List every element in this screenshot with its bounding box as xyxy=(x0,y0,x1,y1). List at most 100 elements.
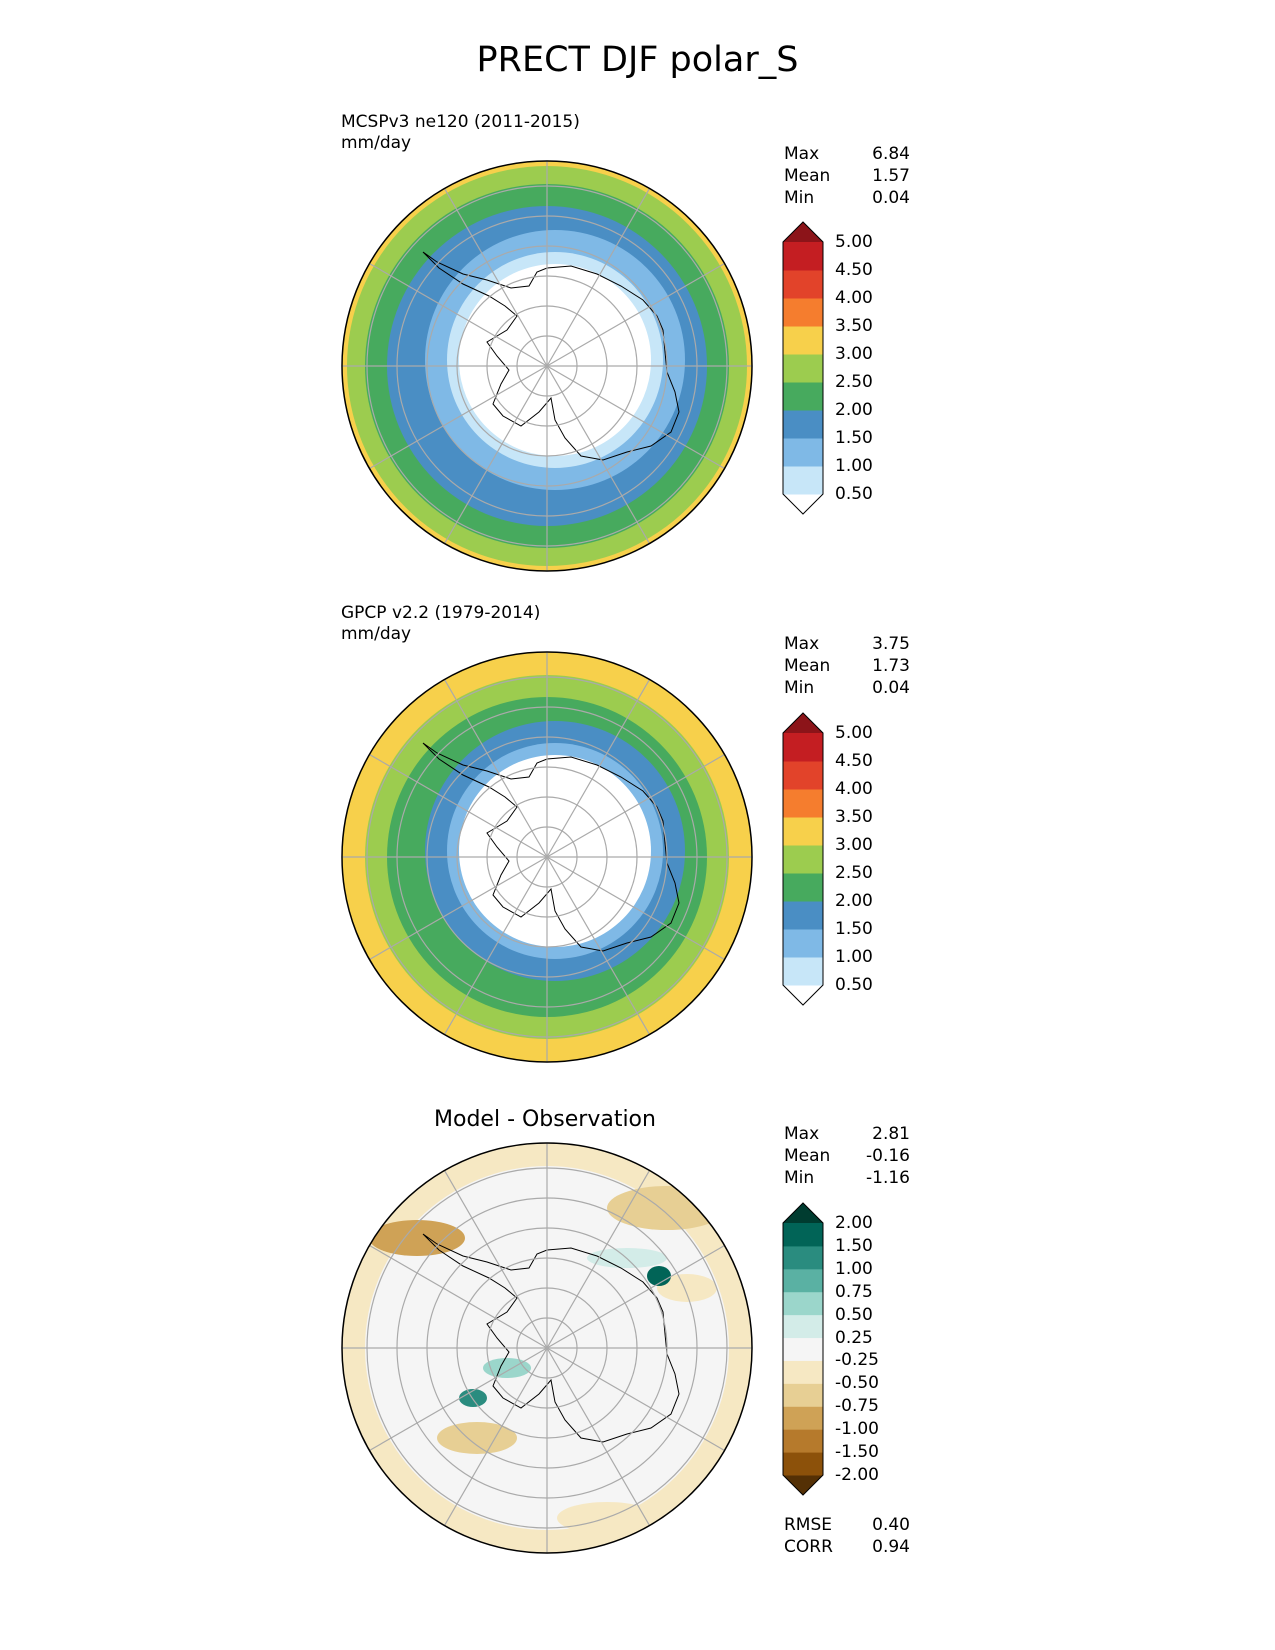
colorbar-extend-low xyxy=(783,985,823,1005)
colorbar-segment xyxy=(783,1429,823,1453)
meridian-line xyxy=(546,679,651,858)
meridian-line xyxy=(443,679,548,858)
panel-3-colorbar xyxy=(782,1202,824,1496)
colorbar-tick-label: 3.50 xyxy=(835,316,873,336)
colorbar-tick-label: 2.00 xyxy=(835,1213,873,1233)
panel-1-units: mm/day xyxy=(341,133,412,153)
coastline xyxy=(422,251,680,461)
stat-min: Min 0.04 xyxy=(784,678,910,698)
meridian-line xyxy=(369,1347,548,1452)
coastline xyxy=(422,1233,680,1443)
colorbar-tick-label: 1.50 xyxy=(835,919,873,939)
colorbar-tick-label: -0.75 xyxy=(835,1396,879,1417)
panel-1-map xyxy=(341,160,753,572)
colorbar-segment xyxy=(783,1383,823,1407)
panel-3-map xyxy=(341,1142,753,1554)
colorbar-tick-label: 0.25 xyxy=(835,1327,873,1348)
precip-band xyxy=(459,264,651,456)
colorbar-tick-label: 1.50 xyxy=(835,1235,873,1256)
map-boundary xyxy=(341,651,753,1063)
meridian-line xyxy=(369,365,548,470)
colorbar-tick-label: 4.00 xyxy=(835,288,873,308)
panel-2-dataset: GPCP v2.2 (1979-2014) xyxy=(341,603,541,623)
panel-2-label: GPCP v2.2 (1979-2014) mm/day xyxy=(341,603,540,645)
colorbar-extend-high xyxy=(783,713,823,733)
colorbar-tick-label: 1.00 xyxy=(835,947,873,967)
colorbar-segment xyxy=(783,817,823,846)
colorbar-tick-label: 2.00 xyxy=(835,400,873,420)
colorbar-tick-label: -1.50 xyxy=(835,1442,879,1463)
panel-3-error-stats: RMSE 0.40 CORR 0.94 xyxy=(784,1514,910,1558)
colorbar-tick-label: 0.75 xyxy=(835,1281,873,1302)
meridian-line xyxy=(546,1170,651,1349)
precip-band xyxy=(459,755,651,947)
stat-rmse: RMSE 0.40 xyxy=(784,1515,910,1535)
colorbar-segment xyxy=(783,1452,823,1476)
colorbar-tick-label: 2.50 xyxy=(835,863,873,883)
stat-mean: Mean 1.57 xyxy=(784,166,910,186)
colorbar-tick-label: 1.00 xyxy=(835,456,873,476)
anomaly-region xyxy=(483,1358,531,1378)
anomaly-region xyxy=(369,1220,465,1256)
colorbar-segment xyxy=(783,845,823,874)
meridian-line xyxy=(546,856,651,1035)
map-field xyxy=(342,652,752,1062)
panel-2-stats: Max 3.75 Mean 1.73 Min 0.04 xyxy=(784,633,910,699)
stat-mean: Mean 1.73 xyxy=(784,656,910,676)
colorbar-segment xyxy=(783,354,823,383)
meridian-line xyxy=(546,365,651,544)
stat-max: Max 2.81 xyxy=(784,1124,910,1144)
stat-max: Max 3.75 xyxy=(784,634,910,654)
colorbar-segment xyxy=(783,733,823,762)
colorbar-outline xyxy=(782,221,824,515)
colorbar-extend-high xyxy=(783,222,823,242)
anomaly-region xyxy=(437,1422,517,1454)
colorbar-segment xyxy=(783,1268,823,1293)
colorbar-tick-label: 1.00 xyxy=(835,1258,873,1279)
meridian-line xyxy=(546,753,725,858)
colorbar-segment xyxy=(783,957,823,986)
meridian-line xyxy=(546,856,725,961)
colorbar-tick-label: 4.50 xyxy=(835,751,873,771)
meridian-line xyxy=(443,365,548,544)
stat-min: Min 0.04 xyxy=(784,188,910,208)
stat-mean: Mean -0.16 xyxy=(784,1146,910,1166)
meridian-line xyxy=(369,856,548,961)
colorbar-tick-label: 2.00 xyxy=(835,891,873,911)
map-boundary xyxy=(341,1142,753,1554)
meridian-line xyxy=(546,262,725,367)
colorbar-segment xyxy=(783,270,823,299)
colorbar-extend-high xyxy=(783,1203,823,1223)
colorbar-tick-label: 4.50 xyxy=(835,260,873,280)
anomaly-region xyxy=(647,1266,671,1286)
colorbar-tick-label: 3.00 xyxy=(835,344,873,364)
colorbar-tick-label: 3.50 xyxy=(835,807,873,827)
meridian-line xyxy=(546,365,725,470)
colorbar-tick-label: -0.25 xyxy=(835,1350,879,1371)
stat-min: Min -1.16 xyxy=(784,1168,910,1188)
colorbar-segment xyxy=(783,326,823,355)
panel-3-title: Model - Observation xyxy=(434,1107,656,1132)
colorbar-tick-label: 1.50 xyxy=(835,428,873,448)
meridian-line xyxy=(546,1244,725,1349)
meridian-line xyxy=(443,856,548,1035)
colorbar-segment xyxy=(783,1291,823,1316)
colorbar-tick-label: 0.50 xyxy=(835,484,873,504)
meridian-line xyxy=(546,188,651,367)
meridian-line xyxy=(443,1170,548,1349)
colorbar-tick-label: -0.50 xyxy=(835,1373,879,1394)
colorbar-tick-label: 3.00 xyxy=(835,835,873,855)
stat-corr: CORR 0.94 xyxy=(784,1537,910,1557)
colorbar-segment xyxy=(783,1314,823,1339)
colorbar-tick-label: 5.00 xyxy=(835,723,873,743)
colorbar-segment xyxy=(783,1223,823,1247)
colorbar-segment xyxy=(783,410,823,439)
stat-max: Max 6.84 xyxy=(784,144,910,164)
meridian-line xyxy=(443,188,548,367)
meridian-line xyxy=(443,1347,548,1526)
colorbar-segment xyxy=(783,901,823,930)
colorbar-outline xyxy=(782,1202,824,1496)
colorbar-segment xyxy=(783,1245,823,1270)
meridian-line xyxy=(546,1347,651,1526)
meridian-line xyxy=(546,1347,725,1452)
